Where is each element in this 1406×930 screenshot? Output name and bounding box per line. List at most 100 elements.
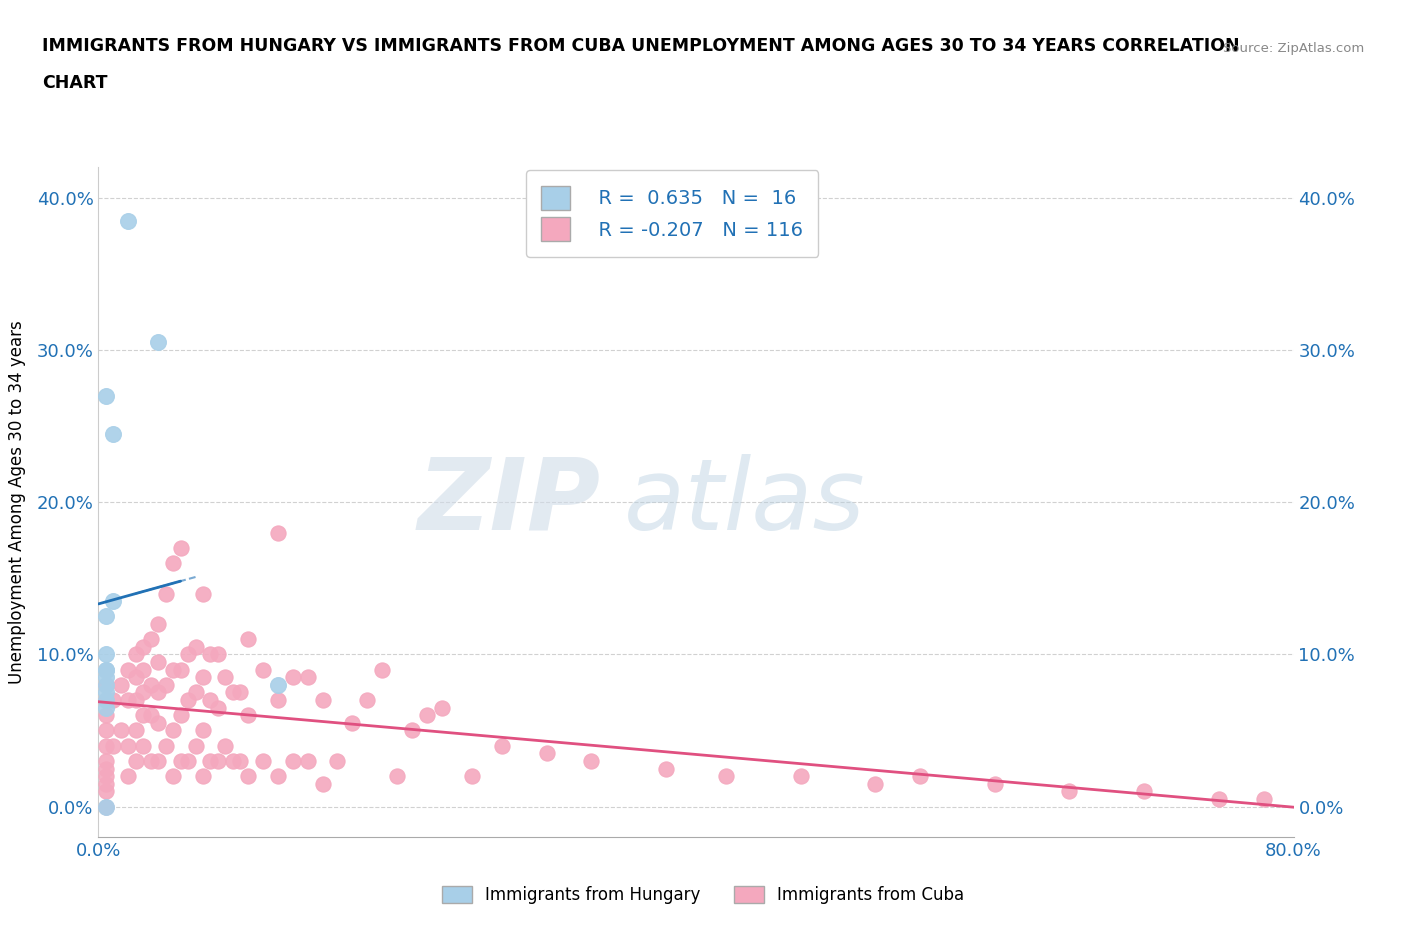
- Point: [177, 753, 200, 768]
- Point: [94, 761, 117, 776]
- Point: [267, 693, 290, 708]
- Point: [148, 685, 170, 700]
- Point: [132, 738, 155, 753]
- Point: [94, 662, 117, 677]
- Point: [401, 723, 423, 737]
- Point: [94, 784, 117, 799]
- Text: Source: ZipAtlas.com: Source: ZipAtlas.com: [1223, 42, 1364, 55]
- Point: [110, 723, 132, 737]
- Point: [281, 753, 304, 768]
- Legend:   R =  0.635   N =  16,   R = -0.207   N = 116: R = 0.635 N = 16, R = -0.207 N = 116: [526, 170, 818, 257]
- Point: [94, 723, 117, 737]
- Point: [94, 799, 117, 814]
- Text: IMMIGRANTS FROM HUNGARY VS IMMIGRANTS FROM CUBA UNEMPLOYMENT AMONG AGES 30 TO 34: IMMIGRANTS FROM HUNGARY VS IMMIGRANTS FR…: [42, 37, 1240, 55]
- Point: [200, 693, 222, 708]
- Point: [162, 555, 184, 570]
- Point: [132, 708, 155, 723]
- Point: [125, 693, 148, 708]
- Point: [214, 738, 236, 753]
- Point: [908, 769, 931, 784]
- Y-axis label: Unemployment Among Ages 30 to 34 years: Unemployment Among Ages 30 to 34 years: [7, 320, 25, 684]
- Point: [430, 700, 453, 715]
- Point: [222, 685, 245, 700]
- Point: [371, 662, 394, 677]
- Point: [148, 715, 170, 730]
- Text: ZIP: ZIP: [418, 454, 600, 551]
- Point: [222, 753, 245, 768]
- Point: [162, 723, 184, 737]
- Point: [207, 700, 229, 715]
- Point: [169, 708, 191, 723]
- Point: [169, 753, 191, 768]
- Point: [94, 777, 117, 791]
- Text: atlas: atlas: [624, 454, 866, 551]
- Point: [229, 753, 252, 768]
- Point: [311, 693, 333, 708]
- Point: [207, 647, 229, 662]
- Text: CHART: CHART: [42, 74, 108, 92]
- Point: [236, 631, 259, 646]
- Point: [229, 685, 252, 700]
- Point: [326, 753, 349, 768]
- Point: [94, 662, 117, 677]
- Point: [117, 693, 139, 708]
- Point: [155, 677, 177, 692]
- Point: [155, 586, 177, 601]
- Point: [1133, 784, 1156, 799]
- Point: [103, 426, 125, 441]
- Point: [155, 738, 177, 753]
- Point: [1059, 784, 1081, 799]
- Point: [281, 670, 304, 684]
- Point: [125, 753, 148, 768]
- Point: [94, 769, 117, 784]
- Point: [191, 670, 214, 684]
- Point: [94, 662, 117, 677]
- Point: [132, 685, 155, 700]
- Point: [1208, 791, 1230, 806]
- Point: [191, 769, 214, 784]
- Point: [536, 746, 558, 761]
- Point: [491, 738, 513, 753]
- Point: [252, 662, 274, 677]
- Point: [139, 631, 162, 646]
- Point: [94, 708, 117, 723]
- Point: [169, 540, 191, 555]
- Point: [94, 753, 117, 768]
- Point: [714, 769, 737, 784]
- Point: [132, 662, 155, 677]
- Point: [162, 662, 184, 677]
- Point: [184, 738, 207, 753]
- Point: [581, 753, 603, 768]
- Point: [148, 617, 170, 631]
- Point: [148, 655, 170, 670]
- Point: [655, 761, 678, 776]
- Point: [191, 723, 214, 737]
- Point: [200, 753, 222, 768]
- Point: [94, 799, 117, 814]
- Point: [94, 647, 117, 662]
- Point: [236, 708, 259, 723]
- Legend: Immigrants from Hungary, Immigrants from Cuba: Immigrants from Hungary, Immigrants from…: [433, 878, 973, 912]
- Point: [207, 753, 229, 768]
- Point: [94, 677, 117, 692]
- Point: [117, 662, 139, 677]
- Point: [385, 769, 409, 784]
- Point: [103, 738, 125, 753]
- Point: [139, 677, 162, 692]
- Point: [789, 769, 811, 784]
- Point: [94, 388, 117, 403]
- Point: [94, 693, 117, 708]
- Point: [214, 670, 236, 684]
- Point: [865, 777, 887, 791]
- Point: [94, 609, 117, 624]
- Point: [416, 708, 439, 723]
- Point: [191, 586, 214, 601]
- Point: [311, 777, 333, 791]
- Point: [184, 685, 207, 700]
- Point: [184, 639, 207, 654]
- Point: [148, 335, 170, 350]
- Point: [139, 753, 162, 768]
- Point: [94, 693, 117, 708]
- Point: [110, 677, 132, 692]
- Point: [94, 700, 117, 715]
